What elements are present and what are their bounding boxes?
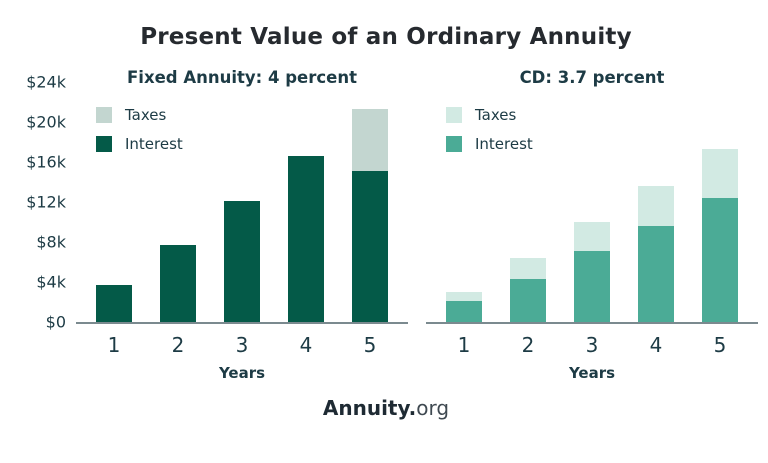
x-tick-label: 5 bbox=[713, 333, 727, 357]
bar-segment-interest-year-4 bbox=[638, 226, 674, 322]
plot-area: Taxes Interest 1 2 3 4 5 bbox=[76, 82, 408, 357]
y-tick-label: $4k bbox=[36, 272, 66, 292]
bar-group-year-5: 5 bbox=[352, 82, 388, 357]
legend-swatch-interest bbox=[446, 136, 462, 152]
x-axis-title: Years bbox=[218, 364, 266, 382]
y-tick-label: $20k bbox=[26, 112, 66, 132]
bar-segment-interest-year-2 bbox=[160, 245, 196, 322]
bar-group-year-4: 4 bbox=[638, 82, 674, 357]
y-tick-label: $0 bbox=[45, 312, 66, 332]
legend-label: Interest bbox=[475, 135, 533, 153]
plot-area: Taxes Interest 1 2 3 4 5 bbox=[426, 82, 758, 357]
legend: Taxes Interest bbox=[446, 106, 533, 153]
legend-label: Taxes bbox=[475, 106, 517, 124]
chart-cd: CD: 3.7 percent Taxes Interest 1 2 3 4 5 Years bbox=[426, 68, 758, 382]
legend-swatch-taxes bbox=[446, 107, 462, 123]
legend-row-interest: Interest bbox=[96, 135, 183, 153]
bar-group-year-5: 5 bbox=[702, 82, 738, 357]
legend: Taxes Interest bbox=[96, 106, 183, 153]
bar-segment-interest-year-1 bbox=[446, 301, 482, 322]
bar-segment-interest-year-2 bbox=[510, 279, 546, 322]
bar-group-year-2: 2 bbox=[160, 82, 196, 357]
legend-label: Interest bbox=[125, 135, 183, 153]
bar-segment-interest-year-3 bbox=[224, 201, 260, 322]
x-axis-title: Years bbox=[568, 364, 616, 382]
x-tick-label: 5 bbox=[363, 333, 377, 357]
y-tick-label: $16k bbox=[26, 152, 66, 172]
x-tick-label: 2 bbox=[521, 333, 535, 357]
bar-segment-taxes-year-1 bbox=[446, 292, 482, 301]
bar-group-year-3: 3 bbox=[574, 82, 610, 357]
brand-name-bold: Annuity. bbox=[322, 396, 417, 420]
bar-group-year-3: 3 bbox=[224, 82, 260, 357]
brand-footer: Annuity.org bbox=[14, 396, 758, 420]
chart-subtitle: CD: 3.7 percent bbox=[519, 68, 665, 87]
x-tick-label: 3 bbox=[235, 333, 249, 357]
bar-segment-interest-year-4 bbox=[288, 156, 324, 322]
bar-segment-taxes-year-5 bbox=[702, 149, 738, 198]
x-tick-label: 4 bbox=[299, 333, 313, 357]
bar-group-year-2: 2 bbox=[510, 82, 546, 357]
bar-segment-taxes-year-2 bbox=[510, 258, 546, 279]
bar-segment-interest-year-1 bbox=[96, 285, 132, 322]
y-tick-label: $8k bbox=[36, 232, 66, 252]
bar-group-year-1: 1 bbox=[446, 82, 482, 357]
legend-label: Taxes bbox=[125, 106, 167, 124]
chart-subtitle: Fixed Annuity: 4 percent bbox=[127, 68, 357, 87]
bar-segment-taxes-year-4 bbox=[638, 186, 674, 226]
legend-row-taxes: Taxes bbox=[96, 106, 183, 124]
bar-segment-interest-year-5 bbox=[702, 198, 738, 322]
bar-group-year-1: 1 bbox=[96, 82, 132, 357]
bar-segment-interest-year-3 bbox=[574, 251, 610, 322]
y-tick-label: $24k bbox=[26, 72, 66, 92]
legend-row-taxes: Taxes bbox=[446, 106, 533, 124]
page-title: Present Value of an Ordinary Annuity bbox=[140, 24, 632, 50]
x-tick-label: 4 bbox=[649, 333, 663, 357]
legend-row-interest: Interest bbox=[446, 135, 533, 153]
bar-group-year-4: 4 bbox=[288, 82, 324, 357]
charts-row: $24k $20k $16k $12k $8k $4k $0 Fixed Annuity: … bbox=[14, 68, 758, 382]
legend-swatch-interest bbox=[96, 136, 112, 152]
x-tick-label: 2 bbox=[171, 333, 185, 357]
legend-swatch-taxes bbox=[96, 107, 112, 123]
bar-segment-interest-year-5 bbox=[352, 171, 388, 322]
brand-name-light: org bbox=[416, 396, 450, 420]
x-tick-label: 1 bbox=[457, 333, 471, 357]
chart-fixed-annuity: Fixed Annuity: 4 percent Taxes Interest 1 2 3… bbox=[76, 68, 408, 382]
x-tick-label: 1 bbox=[107, 333, 121, 357]
bar-segment-taxes-year-3 bbox=[574, 222, 610, 251]
y-axis: $24k $20k $16k $12k $8k $4k $0 bbox=[14, 73, 76, 332]
bar-segment-taxes-year-5 bbox=[352, 109, 388, 171]
x-tick-label: 3 bbox=[585, 333, 599, 357]
y-tick-label: $12k bbox=[26, 192, 66, 212]
